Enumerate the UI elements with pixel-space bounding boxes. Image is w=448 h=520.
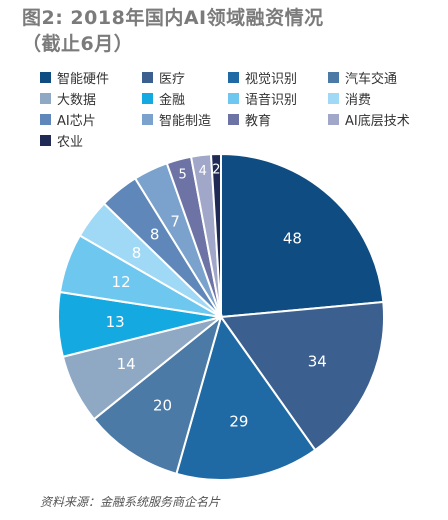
pie-slice — [220, 152, 385, 319]
legend-swatch — [40, 93, 51, 104]
slice-value-label: 12 — [112, 273, 131, 291]
legend-label: AI底层技术 — [345, 114, 410, 129]
legend-swatch — [40, 72, 51, 83]
legend-swatch — [228, 72, 239, 83]
pie-slice — [92, 314, 223, 476]
legend-swatch — [40, 114, 51, 125]
legend-swatch — [328, 72, 339, 83]
legend-item: 汽车交通 — [328, 68, 428, 87]
slice-value-label: 13 — [106, 313, 125, 331]
slice-value-label: 2 — [212, 163, 220, 178]
slice-value-label: 4 — [199, 164, 207, 179]
legend-swatch — [40, 135, 51, 146]
legend-label: 消费 — [345, 93, 372, 108]
legend-label: 视觉识别 — [245, 72, 298, 87]
legend-swatch — [142, 72, 153, 83]
legend-swatch — [328, 93, 339, 104]
legend-swatch — [328, 114, 339, 125]
legend-label: AI芯片 — [57, 114, 96, 129]
slice-value-label: 8 — [132, 244, 142, 262]
legend-item: 智能制造 — [142, 110, 228, 129]
legend-item: 消费 — [328, 89, 428, 108]
chart-legend: 智能硬件 医疗 视觉识别 汽车交通大数据 金融 语音识别 消费 AI芯片 智能制造 教育 AI底层技… — [40, 68, 440, 150]
legend-label: 金融 — [159, 93, 186, 108]
source-note: 资料来源：金融系统服务商企名片 — [40, 495, 221, 509]
legend-label: 农业 — [57, 135, 84, 150]
pie-slice — [175, 314, 317, 481]
chart-subtitle: （截止6月） — [22, 33, 134, 55]
legend-swatch — [142, 93, 153, 104]
legend-label: 语音识别 — [245, 93, 298, 108]
slice-value-label: 20 — [153, 396, 172, 414]
legend-item: 智能硬件 — [40, 68, 142, 87]
pie-slice — [219, 300, 385, 452]
legend-swatch — [142, 114, 153, 125]
legend-label: 智能硬件 — [57, 72, 110, 87]
legend-item: AI芯片 — [40, 110, 142, 129]
legend-item: 金融 — [142, 89, 228, 108]
slice-value-label: 8 — [150, 226, 160, 244]
slice-value-label: 29 — [229, 412, 248, 430]
slice-value-label: 14 — [117, 355, 136, 373]
legend-label: 教育 — [245, 114, 272, 129]
legend-item: 视觉识别 — [228, 68, 328, 87]
legend-item: 农业 — [40, 131, 142, 150]
slice-value-label: 34 — [308, 352, 327, 370]
legend-label: 智能制造 — [159, 114, 212, 129]
legend-item: 语音识别 — [228, 89, 328, 108]
legend-label: 汽车交通 — [345, 72, 398, 87]
slice-value-label: 5 — [178, 168, 186, 183]
legend-item: 医疗 — [142, 68, 228, 87]
slice-value-label: 48 — [283, 230, 302, 248]
legend-item: AI底层技术 — [328, 110, 428, 129]
legend-swatch — [228, 114, 239, 125]
legend-item: 大数据 — [40, 89, 142, 108]
chart-title: 图2: 2018年国内AI领域融资情况 — [22, 7, 324, 29]
legend-label: 大数据 — [57, 93, 97, 108]
legend-item: 教育 — [228, 110, 328, 129]
slice-value-label: 7 — [170, 212, 180, 230]
pie-slice — [209, 152, 222, 318]
legend-label: 医疗 — [159, 72, 186, 87]
legend-swatch — [228, 93, 239, 104]
